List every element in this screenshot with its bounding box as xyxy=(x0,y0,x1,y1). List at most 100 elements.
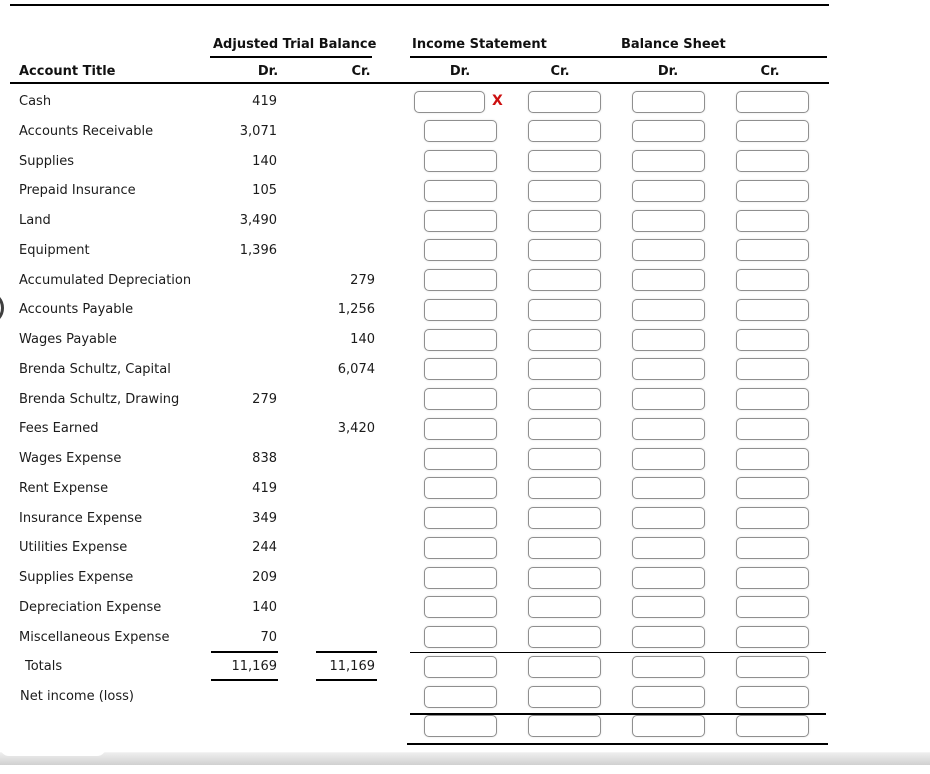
is-dr-input-14[interactable] xyxy=(424,507,497,529)
atb-cr-value: 1,256 xyxy=(337,302,375,318)
is-cr-input-4[interactable] xyxy=(528,210,601,232)
is-dr-input-7[interactable] xyxy=(424,299,497,321)
bs-cr-input-19[interactable] xyxy=(736,656,809,678)
is-dr-input-6[interactable] xyxy=(424,269,497,291)
is-dr-input-0[interactable] xyxy=(414,91,485,113)
bs-dr-input-20[interactable] xyxy=(632,686,705,708)
is-cr-input-19[interactable] xyxy=(528,656,601,678)
is-dr-input-3[interactable] xyxy=(424,180,497,202)
is-dr-input-21[interactable] xyxy=(424,715,497,737)
bs-dr-input-7[interactable] xyxy=(632,299,705,321)
bs-dr-header: Dr. xyxy=(657,64,679,79)
is-dr-input-17[interactable] xyxy=(424,596,497,618)
is-dr-input-8[interactable] xyxy=(424,329,497,351)
bs-cr-input-20[interactable] xyxy=(736,686,809,708)
is-dr-input-18[interactable] xyxy=(424,626,497,648)
bs-cr-input-6[interactable] xyxy=(736,269,809,291)
bs-dr-input-2[interactable] xyxy=(632,150,705,172)
is-dr-input-5[interactable] xyxy=(424,239,497,261)
is-cr-input-10[interactable] xyxy=(528,388,601,410)
is-dr-input-20[interactable] xyxy=(424,686,497,708)
atb-group-underline xyxy=(210,56,372,58)
is-cr-input-20[interactable] xyxy=(528,686,601,708)
is-cr-input-21[interactable] xyxy=(528,715,601,737)
bs-dr-input-4[interactable] xyxy=(632,210,705,232)
is-cr-input-15[interactable] xyxy=(528,537,601,559)
bs-dr-input-18[interactable] xyxy=(632,626,705,648)
is-dr-input-9[interactable] xyxy=(424,358,497,380)
is-cr-input-18[interactable] xyxy=(528,626,601,648)
account-label: Accounts Payable xyxy=(19,302,134,318)
bs-cr-input-1[interactable] xyxy=(736,120,809,142)
bs-cr-input-0[interactable] xyxy=(736,91,809,113)
is-dr-input-19[interactable] xyxy=(424,656,497,678)
bs-dr-input-21[interactable] xyxy=(632,715,705,737)
account-title-header: Account Title xyxy=(19,64,116,79)
bs-dr-input-15[interactable] xyxy=(632,537,705,559)
is-dr-input-10[interactable] xyxy=(424,388,497,410)
bs-dr-input-13[interactable] xyxy=(632,477,705,499)
is-dr-input-13[interactable] xyxy=(424,477,497,499)
bs-dr-input-12[interactable] xyxy=(632,448,705,470)
is-cr-input-6[interactable] xyxy=(528,269,601,291)
bs-dr-input-6[interactable] xyxy=(632,269,705,291)
bs-cr-input-12[interactable] xyxy=(736,448,809,470)
bs-dr-input-16[interactable] xyxy=(632,567,705,589)
bs-dr-input-5[interactable] xyxy=(632,239,705,261)
account-label: Wages Expense xyxy=(19,451,122,466)
bs-cr-input-13[interactable] xyxy=(736,477,809,499)
bs-cr-input-5[interactable] xyxy=(736,239,809,261)
is-cr-input-7[interactable] xyxy=(528,299,601,321)
bs-cr-input-21[interactable] xyxy=(736,715,809,737)
is-dr-input-11[interactable] xyxy=(424,418,497,440)
is-cr-input-2[interactable] xyxy=(528,150,601,172)
is-dr-input-12[interactable] xyxy=(424,448,497,470)
horizontal-scrollbar[interactable] xyxy=(0,752,930,765)
bs-cr-input-17[interactable] xyxy=(736,596,809,618)
is-cr-input-13[interactable] xyxy=(528,477,601,499)
bs-dr-input-19[interactable] xyxy=(632,656,705,678)
bs-cr-input-18[interactable] xyxy=(736,626,809,648)
is-cr-input-16[interactable] xyxy=(528,567,601,589)
atb-dr-value: 140 xyxy=(252,153,277,169)
is-dr-input-1[interactable] xyxy=(424,120,497,142)
is-cr-input-1[interactable] xyxy=(528,120,601,142)
atb-dr-value: 3,071 xyxy=(239,123,277,139)
bs-cr-input-8[interactable] xyxy=(736,329,809,351)
bs-cr-input-14[interactable] xyxy=(736,507,809,529)
bs-dr-input-1[interactable] xyxy=(632,120,705,142)
is-dr-input-2[interactable] xyxy=(424,150,497,172)
bs-cr-input-3[interactable] xyxy=(736,180,809,202)
bs-dr-input-3[interactable] xyxy=(632,180,705,202)
bs-dr-input-11[interactable] xyxy=(632,418,705,440)
is-dr-input-15[interactable] xyxy=(424,537,497,559)
bs-dr-input-9[interactable] xyxy=(632,358,705,380)
is-cr-input-12[interactable] xyxy=(528,448,601,470)
bs-dr-input-8[interactable] xyxy=(632,329,705,351)
bs-cr-input-2[interactable] xyxy=(736,150,809,172)
is-cr-input-8[interactable] xyxy=(528,329,601,351)
is-cr-input-3[interactable] xyxy=(528,180,601,202)
bs-dr-input-10[interactable] xyxy=(632,388,705,410)
is-cr-input-14[interactable] xyxy=(528,507,601,529)
is-dr-input-16[interactable] xyxy=(424,567,497,589)
is-dr-input-4[interactable] xyxy=(424,210,497,232)
bs-cr-input-10[interactable] xyxy=(736,388,809,410)
is-cr-input-11[interactable] xyxy=(528,418,601,440)
bs-cr-input-7[interactable] xyxy=(736,299,809,321)
is-bs-double-rule xyxy=(407,742,828,745)
bs-cr-input-9[interactable] xyxy=(736,358,809,380)
bs-cr-input-4[interactable] xyxy=(736,210,809,232)
bs-cr-input-11[interactable] xyxy=(736,418,809,440)
is-cr-input-5[interactable] xyxy=(528,239,601,261)
bs-dr-input-0[interactable] xyxy=(632,91,705,113)
atb-cr-double-rule xyxy=(316,679,377,681)
bs-dr-input-14[interactable] xyxy=(632,507,705,529)
bs-dr-input-17[interactable] xyxy=(632,596,705,618)
account-label: Rent Expense xyxy=(19,480,109,496)
is-cr-input-17[interactable] xyxy=(528,596,601,618)
bs-cr-input-15[interactable] xyxy=(736,537,809,559)
is-cr-input-9[interactable] xyxy=(528,358,601,380)
is-cr-input-0[interactable] xyxy=(528,91,601,113)
bs-cr-input-16[interactable] xyxy=(736,567,809,589)
